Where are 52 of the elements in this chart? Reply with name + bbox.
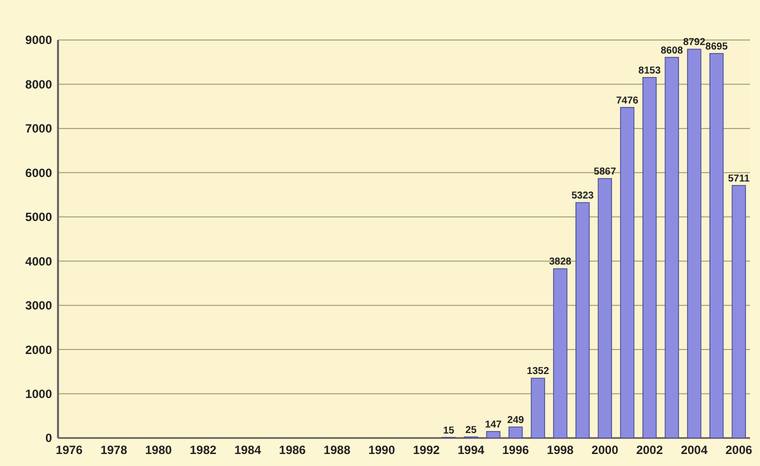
bar (687, 48, 702, 438)
x-tick-label: 1980 (145, 443, 172, 457)
bar (508, 426, 523, 438)
y-tick-label: 9000 (25, 33, 52, 48)
data-label: 15 (443, 425, 455, 436)
y-tick-label: 4000 (25, 254, 52, 268)
x-tick-label: 1996 (502, 443, 530, 457)
bar (642, 77, 657, 438)
data-label: 8608 (660, 45, 684, 56)
data-label: 25 (465, 424, 477, 436)
bar (575, 202, 590, 438)
data-label: 7476 (616, 95, 639, 106)
y-tick-label: 0 (45, 431, 52, 446)
x-tick-label: 1982 (190, 443, 217, 457)
bar (598, 178, 612, 438)
x-tick-label: 1976 (56, 443, 83, 457)
data-label: 8153 (638, 65, 662, 76)
bar (620, 106, 634, 438)
x-tick-label: 2002 (636, 443, 664, 457)
data-label: 8792 (683, 37, 706, 48)
bar (732, 185, 746, 438)
y-tick-label: 6000 (25, 166, 52, 180)
x-tick-label: 1984 (234, 443, 262, 457)
bar (664, 56, 679, 438)
x-tick-label: 1992 (412, 443, 440, 457)
data-label: 147 (484, 420, 502, 430)
y-tick-label: 1000 (25, 386, 52, 401)
x-tick-label: 1990 (368, 443, 396, 457)
x-tick-label: 1978 (100, 443, 128, 457)
x-tick-label: 1994 (458, 443, 485, 457)
data-label: 5323 (571, 190, 594, 202)
data-label: 249 (507, 414, 524, 426)
x-tick-label: 1998 (546, 443, 574, 457)
y-tick-label: 7000 (25, 122, 52, 136)
bar (553, 268, 568, 438)
data-label: 5711 (728, 173, 750, 184)
x-tick-label: 1986 (279, 443, 306, 457)
x-tick-label: 2004 (680, 443, 708, 457)
bar (486, 431, 500, 438)
x-tick-label: 2000 (592, 443, 619, 457)
data-label: 8695 (705, 41, 728, 52)
y-tick-label: 5000 (25, 210, 52, 224)
bar (530, 378, 546, 438)
data-label: 5867 (594, 166, 616, 178)
data-label: 3828 (549, 256, 572, 268)
y-tick-label: 3000 (25, 298, 52, 313)
y-tick-label: 8000 (25, 77, 52, 92)
data-label: 1352 (526, 366, 550, 378)
y-tick-label: 2000 (25, 342, 52, 357)
x-tick-label: 2006 (725, 443, 753, 457)
bar (709, 53, 724, 438)
x-tick-label: 1988 (324, 443, 351, 457)
